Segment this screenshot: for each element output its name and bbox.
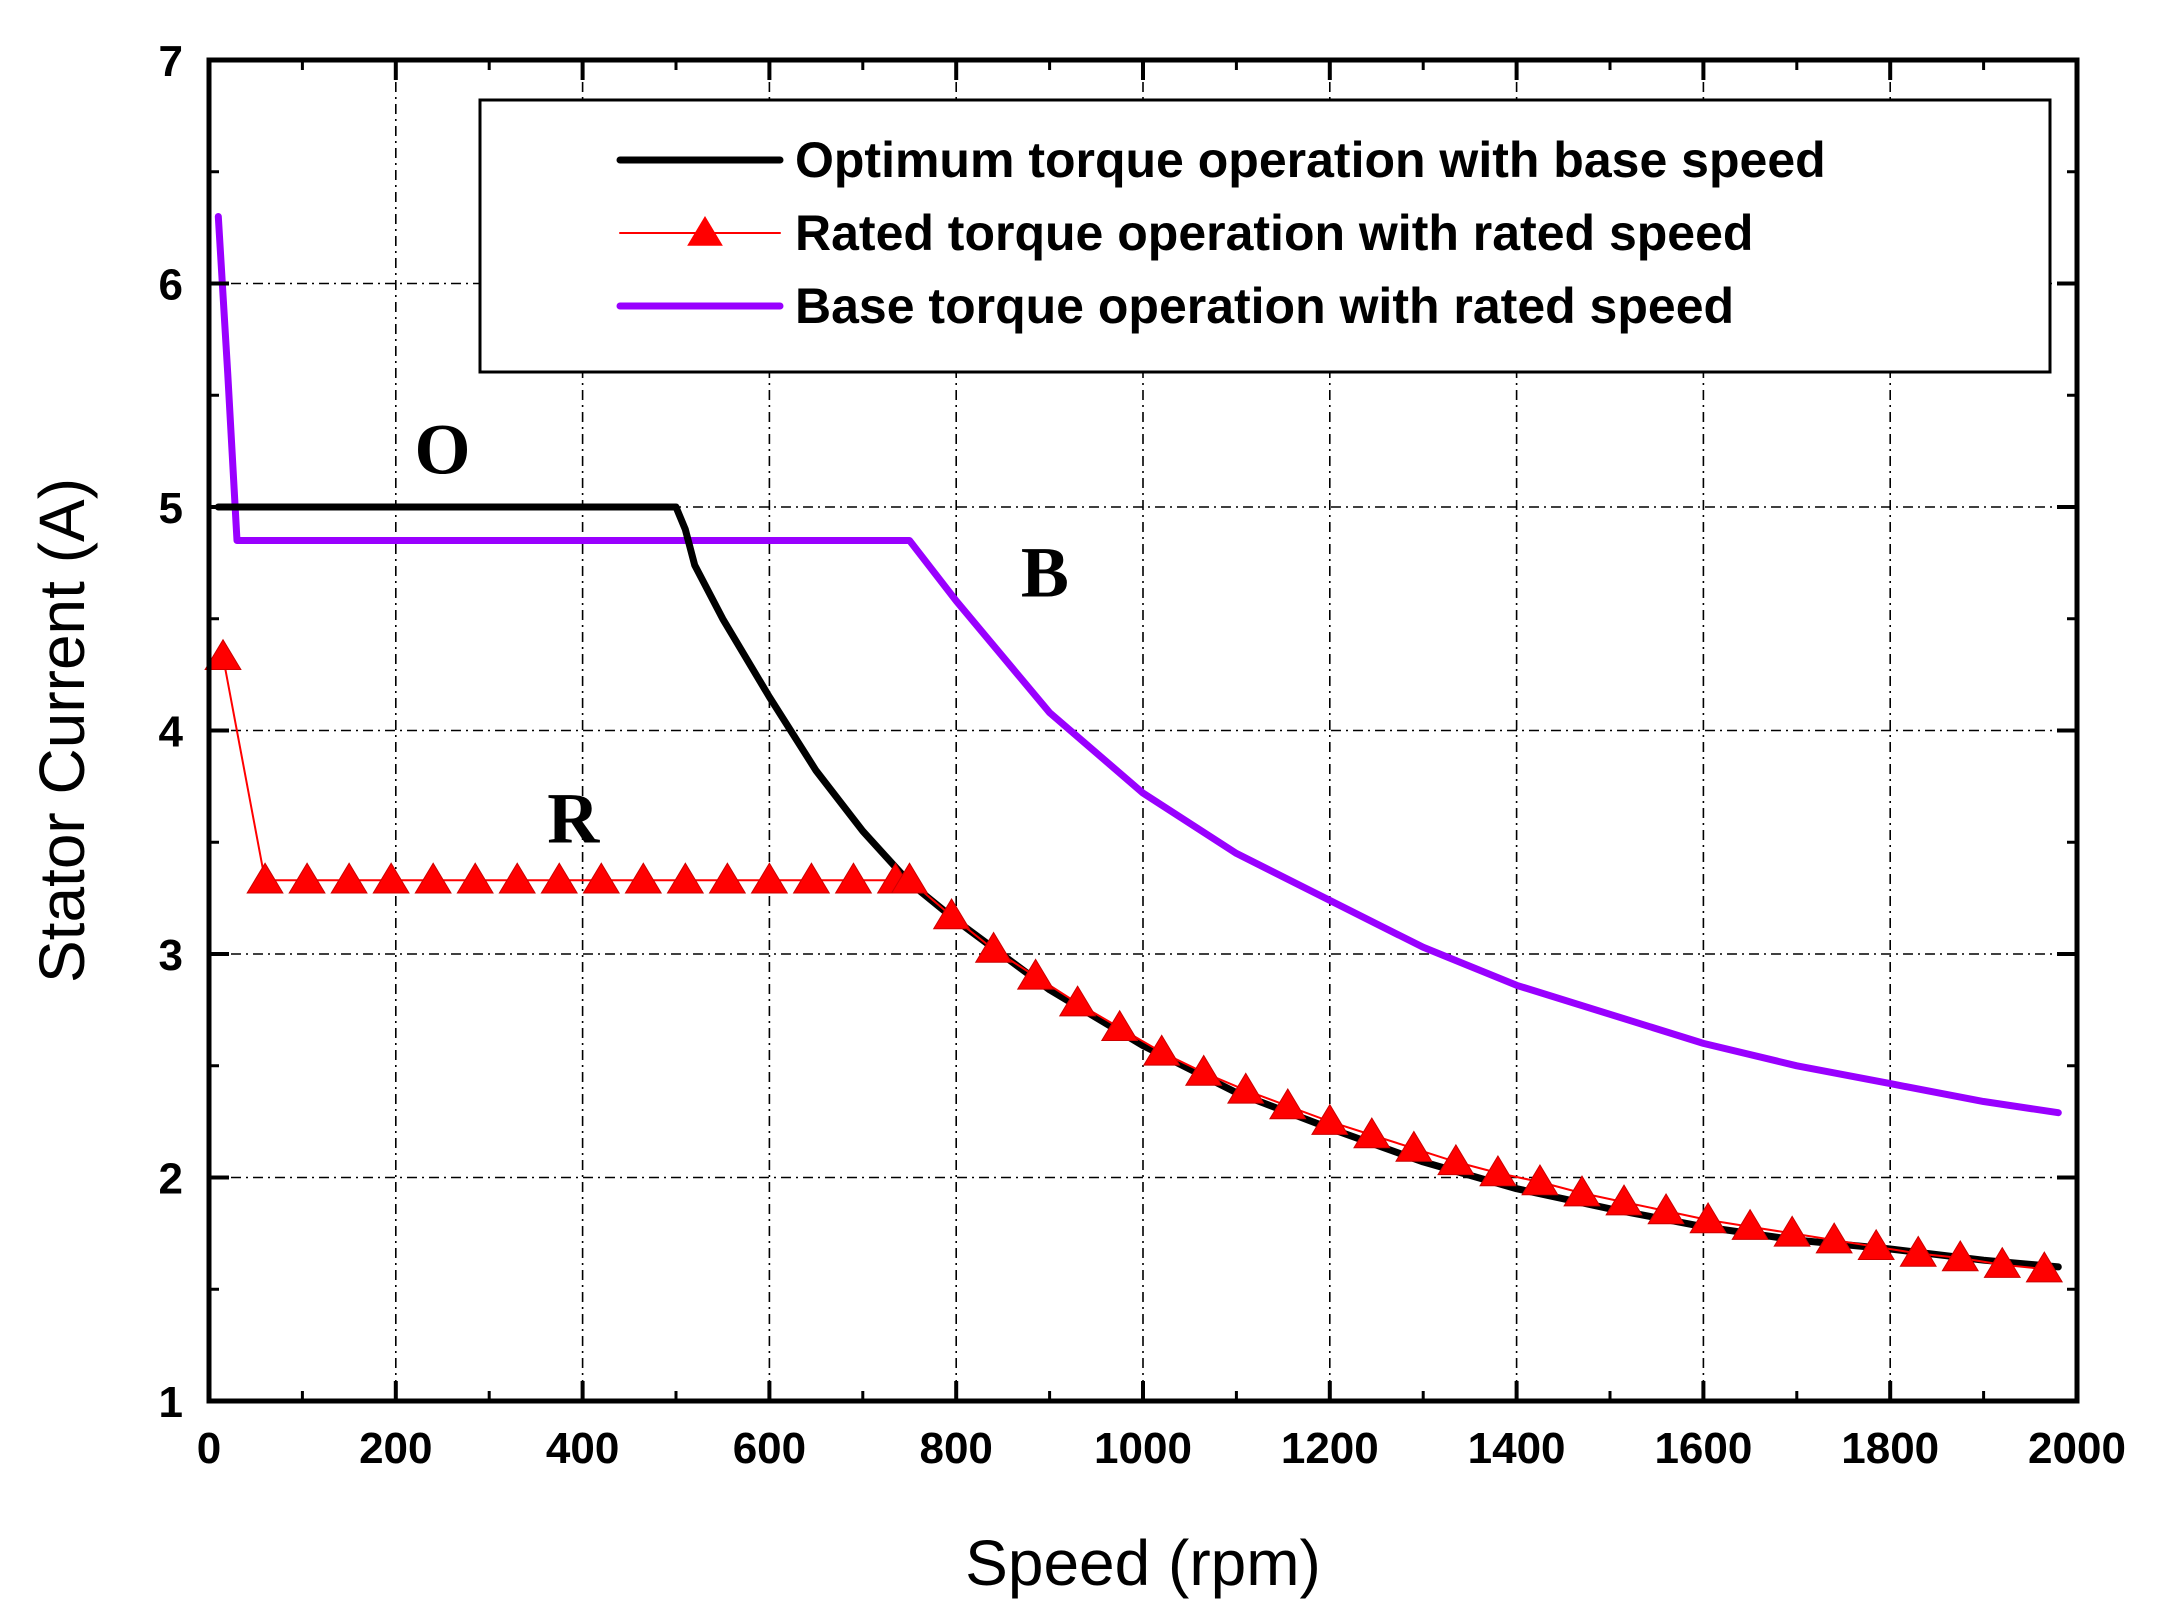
- data-point-triangle: [540, 862, 578, 894]
- x-axis-title: Speed (rpm): [965, 1527, 1321, 1599]
- data-point-triangle: [288, 862, 326, 894]
- data-point-triangle: [792, 862, 831, 894]
- data-point-triangle: [932, 898, 971, 930]
- data-point-triangle: [1311, 1103, 1349, 1135]
- y-tick-label: 6: [159, 261, 183, 310]
- data-point-triangle: [1773, 1215, 1811, 1247]
- x-tick-label: 1600: [1654, 1424, 1752, 1473]
- data-point-triangle: [582, 862, 621, 894]
- x-tick-label: 1200: [1281, 1424, 1379, 1473]
- data-point-triangle: [1815, 1222, 1853, 1254]
- x-tick-label: 2000: [2028, 1424, 2126, 1473]
- y-tick-label: 1: [159, 1378, 183, 1427]
- data-point-triangle: [1269, 1088, 1307, 1120]
- x-tick-label: 0: [197, 1424, 221, 1473]
- y-tick-label: 4: [159, 708, 184, 757]
- data-point-triangle: [2025, 1251, 2064, 1283]
- legend-label-optimum-torque-operation-with-base-speed: Optimum torque operation with base speed: [795, 132, 1826, 188]
- y-tick-label: 2: [159, 1155, 183, 1204]
- y-tick-label: 3: [159, 931, 183, 980]
- data-point-triangle: [750, 862, 789, 894]
- data-point-triangle: [372, 862, 410, 894]
- data-point-triangle: [666, 862, 705, 894]
- x-tick-label: 1400: [1468, 1424, 1566, 1473]
- data-point-triangle: [498, 862, 536, 894]
- data-point-triangle: [330, 862, 368, 894]
- data-point-triangle: [1857, 1228, 1895, 1261]
- data-point-triangle: [1605, 1184, 1643, 1216]
- data-point-triangle: [974, 931, 1013, 963]
- data-point-triangle: [204, 638, 242, 670]
- x-tick-label: 600: [733, 1424, 806, 1473]
- data-point-triangle: [834, 862, 873, 894]
- x-tick-label: 1800: [1841, 1424, 1939, 1473]
- x-tick-label: 1000: [1094, 1424, 1192, 1473]
- data-point-triangle: [890, 862, 929, 894]
- data-point-triangle: [456, 862, 494, 894]
- data-point-triangle: [246, 862, 284, 894]
- annotation-b: B: [1021, 532, 1069, 612]
- data-point-triangle: [708, 862, 747, 894]
- data-point-triangle: [1563, 1175, 1601, 1207]
- data-point-triangle: [1899, 1235, 1937, 1267]
- annotation-o: O: [414, 409, 470, 489]
- data-point-triangle: [1184, 1054, 1223, 1086]
- data-point-triangle: [1437, 1143, 1475, 1176]
- x-tick-label: 800: [919, 1424, 992, 1473]
- data-point-triangle: [1142, 1034, 1181, 1066]
- data-point-triangle: [414, 862, 452, 894]
- series-layer: [204, 213, 2064, 1283]
- data-point-triangle: [1227, 1072, 1265, 1104]
- data-point-triangle: [1016, 958, 1055, 990]
- data-point-triangle: [1647, 1193, 1685, 1225]
- y-axis-title: Stator Current (A): [26, 478, 98, 983]
- series-line-optimum-torque-operation-with-base-speed: [214, 503, 2062, 1271]
- annotation-r: R: [547, 778, 600, 858]
- data-point-triangle: [624, 862, 663, 894]
- data-point-triangle: [1731, 1208, 1769, 1240]
- y-tick-label: 5: [159, 484, 183, 533]
- y-tick-label: 7: [159, 37, 183, 86]
- data-point-triangle: [1689, 1201, 1727, 1234]
- annotations: O B R: [414, 409, 1068, 858]
- data-point-triangle: [1479, 1155, 1517, 1187]
- data-point-triangle: [1100, 1009, 1139, 1042]
- x-tick-label: 200: [359, 1424, 432, 1473]
- data-point-triangle: [1983, 1246, 2022, 1278]
- data-point-triangle: [1941, 1239, 1979, 1272]
- data-point-triangle: [1395, 1130, 1433, 1162]
- data-point-triangle: [1353, 1117, 1391, 1149]
- legend-label-rated-torque-operation-with-rated-speed: Rated torque operation with rated speed: [795, 205, 1753, 261]
- legend-label-base-torque-operation-with-rated-speed: Base torque operation with rated speed: [795, 278, 1734, 334]
- series-line-base-torque-operation-with-rated-speed: [214, 213, 2062, 1117]
- ticks: 0 200 400 600 800 1000 1200 1400 1600 1800 2000 1 2 3…: [159, 37, 2126, 1473]
- legend-box: [478, 98, 2052, 374]
- legend: Optimum torque operation with base speed…: [478, 98, 2052, 374]
- data-point-triangle: [1521, 1163, 1559, 1196]
- x-tick-label: 400: [546, 1424, 619, 1473]
- data-point-triangle: [1058, 985, 1097, 1017]
- legend-marker-triangle: [687, 216, 723, 246]
